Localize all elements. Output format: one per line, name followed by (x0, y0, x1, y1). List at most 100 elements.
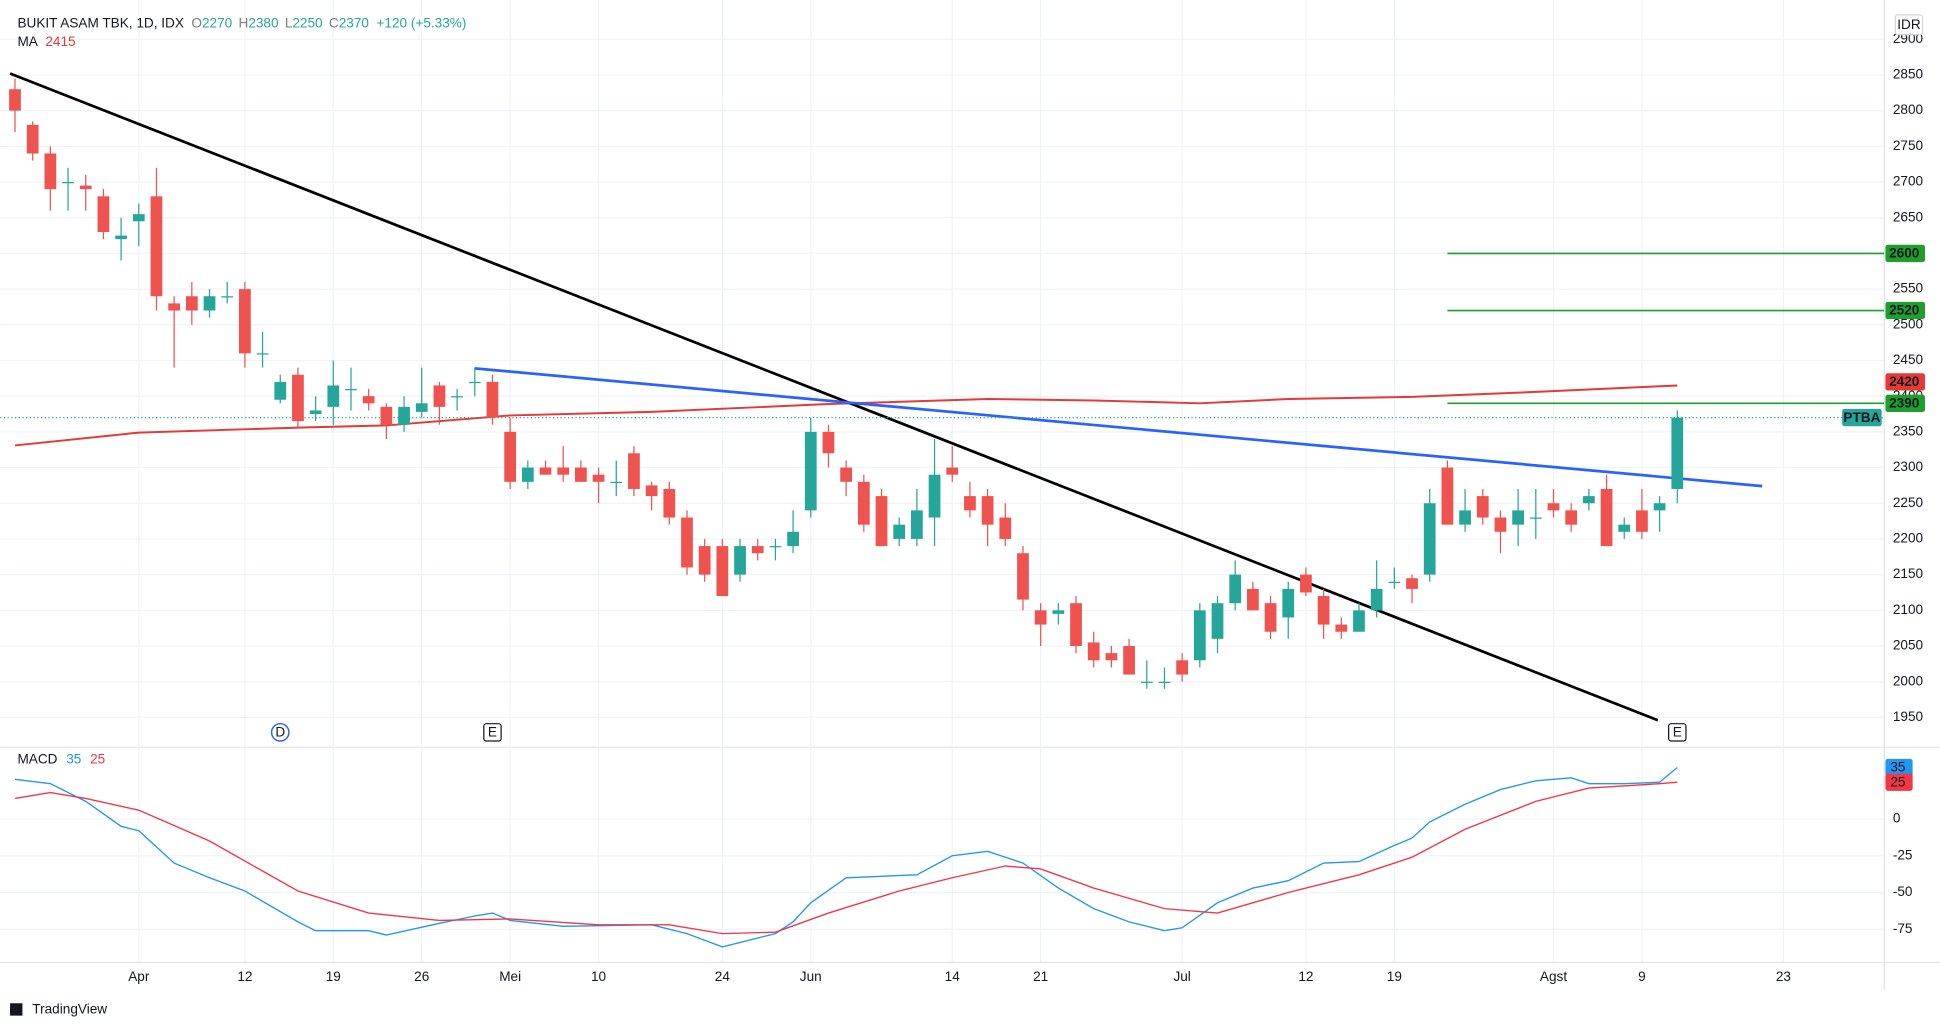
candle-body (716, 546, 729, 597)
x-tick-label: Apr (128, 969, 150, 984)
y-tick-label: 2200 (1893, 531, 1924, 546)
candle-body (964, 496, 976, 511)
macd-tick-label: -50 (1893, 884, 1913, 899)
y-tick-label: 2100 (1893, 602, 1924, 617)
candle-body (857, 481, 870, 525)
x-tick-label: 21 (1033, 969, 1048, 984)
price-tag-label: 2600 (1889, 246, 1919, 261)
y-tick-label: 2750 (1893, 138, 1924, 153)
event-label: D (275, 725, 285, 740)
candle-body (185, 296, 198, 311)
y-tick-label: 2250 (1893, 495, 1924, 510)
change: +120 (+5.33%) (376, 15, 466, 30)
symbol-tag (1842, 408, 1882, 427)
currency-box[interactable] (1894, 14, 1924, 36)
price-tag-label: 2420 (1889, 374, 1919, 389)
x-tick-label: 9 (1638, 969, 1646, 984)
macd-tag (1885, 758, 1913, 777)
candle-body (1317, 596, 1330, 625)
candle-body (840, 467, 853, 482)
y-tick-label: 2650 (1893, 209, 1924, 224)
candle-body (1618, 524, 1631, 532)
close-value: 2370 (339, 15, 370, 30)
candle-body (928, 474, 941, 518)
symbol: BUKIT ASAM TBK, 1D, IDX (17, 15, 183, 30)
y-tick-label: 2000 (1893, 673, 1924, 688)
candle-body (345, 389, 357, 391)
candle-body (26, 124, 39, 154)
candle-body (327, 385, 340, 407)
candle-body (681, 517, 693, 568)
branding: TradingView (32, 1002, 107, 1017)
x-tick-label: Agst (1540, 969, 1567, 984)
macd-tick-label: 0 (1893, 811, 1901, 826)
y-tick-label: 2050 (1893, 638, 1924, 653)
macd-tag (1885, 773, 1913, 791)
candle-body (433, 385, 446, 407)
candle-body (203, 296, 216, 311)
ma-value: 2415 (45, 34, 75, 49)
candle-body (132, 214, 145, 222)
candle-body (221, 296, 234, 298)
ma-name: MA (17, 34, 38, 49)
candle-body (1246, 588, 1259, 611)
price-tag (1885, 244, 1926, 263)
candle-body (1017, 553, 1029, 600)
logo: TradingView (10, 1002, 107, 1017)
candle-body (911, 510, 923, 539)
candle-body (1671, 417, 1684, 489)
candle-body (398, 406, 410, 425)
ohlc-label: C (329, 15, 339, 30)
candle-body (1636, 510, 1648, 532)
candle-body (1600, 488, 1613, 547)
candle-body (1229, 574, 1242, 604)
x-tick-label: Jun (800, 969, 822, 984)
x-tick-label: 12 (237, 969, 252, 984)
candle-body (592, 474, 605, 482)
candle-body (451, 396, 463, 398)
candle-body (557, 467, 570, 475)
candle-body (504, 431, 517, 482)
candle-body (1140, 681, 1153, 683)
candle-body (1406, 578, 1418, 589)
candle-body (751, 546, 764, 554)
price-tag (1885, 301, 1926, 320)
candle-body (62, 182, 74, 184)
ohlc-label: O (191, 15, 202, 30)
candle-body (150, 196, 163, 297)
axes: Apr 12 19 26 Mei 10 24 Jun 14 21 Jul 12 19 Agst 9 23 195… (128, 31, 1926, 984)
price-tag-label: 2390 (1889, 396, 1919, 411)
candle-body (362, 396, 375, 404)
candle-body (1300, 574, 1312, 593)
candle-body (256, 353, 269, 355)
candle-body (1087, 642, 1100, 661)
x-tick-label: Jul (1173, 969, 1190, 984)
price-tag (1885, 373, 1926, 391)
candle-body (309, 410, 322, 415)
candle-body (486, 381, 499, 418)
candle-body (1353, 610, 1365, 632)
candle-body (769, 546, 782, 548)
candle-body (875, 496, 888, 547)
x-tick-label: 26 (414, 969, 429, 984)
candle-body (380, 406, 393, 425)
event-marker (483, 723, 502, 742)
candle-body (539, 467, 552, 475)
candle-body (239, 289, 251, 354)
candle-body (1582, 496, 1595, 504)
trendline (9, 72, 1659, 722)
x-tick-label: 10 (591, 969, 607, 984)
ma-legend: MA 2415 (17, 34, 75, 49)
candle-body (1512, 510, 1525, 525)
candle-body (1105, 653, 1118, 661)
y-tick-label: 2150 (1893, 566, 1924, 581)
y-tick-label: 2800 (1893, 102, 1924, 117)
event-label: E (488, 725, 497, 740)
candle-body (44, 153, 57, 190)
currency[interactable]: IDR (1897, 17, 1921, 32)
trendline (474, 366, 1763, 488)
candle-body (1211, 603, 1224, 639)
candle-body (663, 488, 676, 518)
candle-body (628, 453, 640, 489)
